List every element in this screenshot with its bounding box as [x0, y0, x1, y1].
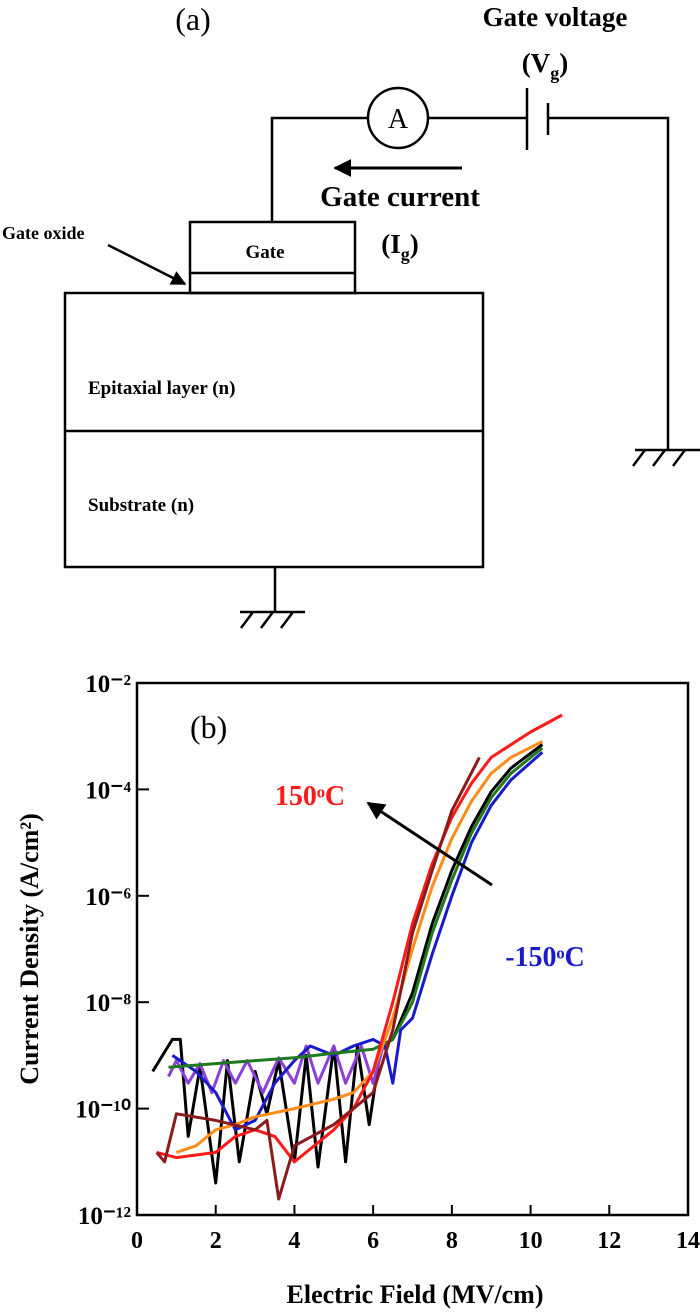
gate-label: Gate	[245, 242, 284, 263]
y-tick-label: 10⁻⁸	[85, 990, 131, 1017]
x-tick-label: 6	[367, 1228, 379, 1254]
series-line	[167, 1039, 387, 1095]
x-tick-label: 8	[446, 1228, 458, 1254]
x-tick-label: 10	[519, 1228, 543, 1254]
series-line	[151, 743, 544, 1185]
x-tick-label: 2	[210, 1228, 222, 1254]
panel-label: (b)	[190, 709, 227, 745]
symbol-end: )	[410, 229, 419, 259]
oxide-arrow	[107, 243, 187, 286]
series-line	[155, 756, 481, 1201]
symbol-sub: g	[401, 244, 410, 264]
x-tick-label: 12	[597, 1228, 621, 1254]
panel-label: (a)	[175, 1, 211, 37]
chart: (b) Electric Field (MV/cm) Current Densi…	[15, 671, 700, 1309]
symbol-base: (V	[522, 48, 551, 78]
y-tick-label: 10⁻⁴	[85, 777, 131, 804]
symbol-end: )	[559, 48, 568, 78]
x-tick-label: 14	[676, 1228, 700, 1254]
y-tick-label: 10⁻¹²	[78, 1203, 131, 1230]
x-tick-label: 0	[131, 1228, 143, 1254]
ammeter	[366, 86, 430, 150]
ammeter-label: A	[388, 104, 409, 135]
ground	[240, 567, 305, 629]
circuit-diagram: (a) Gate voltage (Vg) A Gate current (Ig…	[2, 1, 700, 629]
x-axis-label: Electric Field (MV/cm)	[287, 1280, 544, 1309]
wire	[270, 116, 700, 467]
gate-current-label: Gate current	[320, 181, 480, 213]
series-line	[168, 746, 544, 1069]
trend-arrow	[366, 801, 493, 887]
y-axis-label: Current Density (A/cm²)	[15, 813, 44, 1085]
y-tick-label: 10⁻²	[85, 671, 131, 698]
gate-voltage-symbol: (Vg)	[522, 48, 569, 83]
substrate-label: Substrate (n)	[88, 495, 194, 516]
gate-oxide-label: Gate oxide	[2, 223, 85, 243]
annotation: -150ᵒC	[505, 942, 585, 973]
y-tick-label: 10⁻⁶	[85, 884, 131, 911]
epitaxial-label: Epitaxial layer (n)	[88, 378, 235, 399]
symbol-sub: g	[550, 63, 559, 83]
annotation: 150ᵒC	[275, 781, 345, 812]
gate-voltage-label: Gate voltage	[483, 2, 628, 32]
x-tick-label: 4	[288, 1228, 300, 1254]
y-tick-label: 10⁻¹⁰	[75, 1097, 131, 1124]
symbol-base: (I	[381, 229, 401, 259]
plot-frame	[135, 681, 690, 1217]
gate-current-symbol: (Ig)	[381, 229, 419, 264]
